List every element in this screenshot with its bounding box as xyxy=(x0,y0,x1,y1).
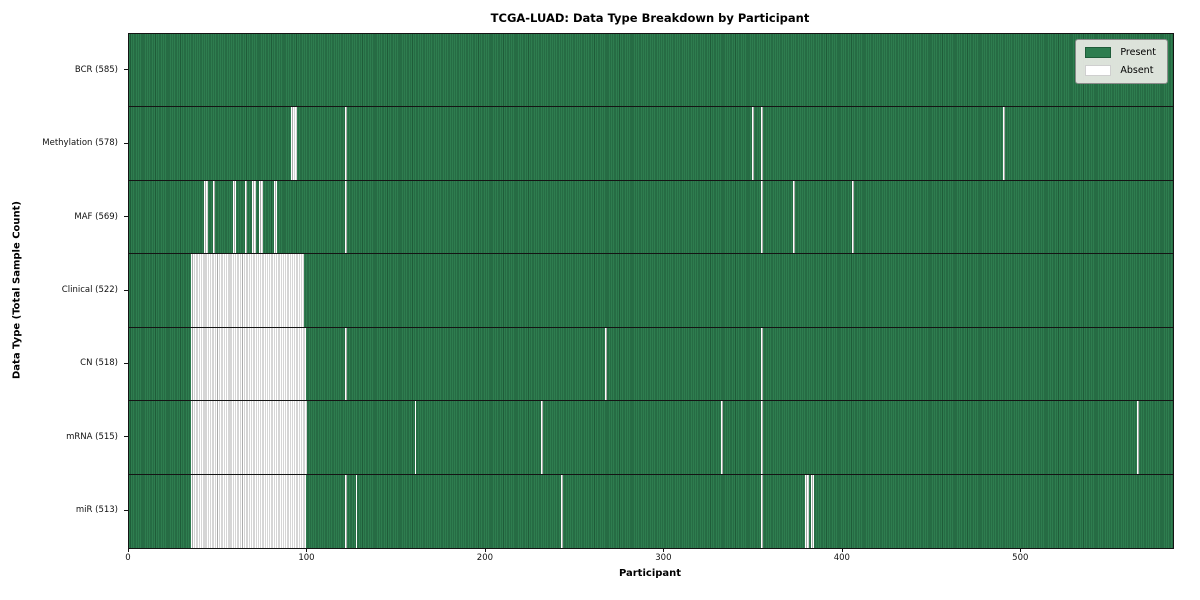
x-tick-label-200: 200 xyxy=(476,553,494,563)
x-tick-label-500: 500 xyxy=(1012,553,1029,563)
absent-stripe xyxy=(245,180,247,254)
absent-stripe xyxy=(810,474,815,548)
x-axis-label: Participant xyxy=(618,568,682,579)
heatmap-row-mRNA xyxy=(129,401,1173,475)
absent-stripe xyxy=(414,401,417,474)
y-tick-label-BCR: BCR (585) xyxy=(74,64,118,75)
absent-stripe xyxy=(1003,107,1006,180)
absent-stripe xyxy=(191,254,304,327)
absent-stripe xyxy=(760,327,763,401)
y-tick-mark xyxy=(124,289,128,291)
absent-stripe xyxy=(721,401,724,474)
x-tick-mark xyxy=(128,548,129,552)
y-tick-label-miR: miR (513) xyxy=(75,505,118,516)
x-tick-mark xyxy=(306,548,308,552)
absent-stripe xyxy=(232,180,237,254)
heatmap-row-MAF xyxy=(129,180,1173,255)
heatmap-row-BCR xyxy=(129,34,1173,108)
x-tick-label-0: 0 xyxy=(125,553,131,563)
legend: Present Absent xyxy=(1075,39,1168,84)
x-tick-mark xyxy=(663,548,665,552)
legend-swatch-icon xyxy=(1085,47,1112,58)
absent-stripe xyxy=(760,401,763,474)
absent-stripe xyxy=(792,180,795,254)
chart-title: TCGA-LUAD: Data Type Breakdown by Partic… xyxy=(490,11,810,25)
absent-stripe xyxy=(203,180,208,254)
y-tick-mark xyxy=(124,362,128,364)
legend-entry-absent: Absent xyxy=(1085,65,1156,76)
absent-stripe xyxy=(541,401,544,474)
absent-stripe xyxy=(191,474,306,548)
absent-stripe xyxy=(252,180,256,254)
heatmap-row-miR xyxy=(129,474,1173,548)
y-axis-tick-labels: BCR (585) Methylation (578) MAF (569) Clini… xyxy=(0,33,128,547)
absent-stripe xyxy=(344,107,347,180)
heatmap-row-Clinical xyxy=(129,254,1173,328)
absent-stripe xyxy=(212,180,215,254)
x-tick-label-100: 100 xyxy=(298,553,315,563)
absent-stripe xyxy=(1137,401,1140,474)
absent-stripe xyxy=(560,474,563,548)
absent-stripe xyxy=(344,474,347,548)
absent-stripe xyxy=(760,180,763,254)
legend-entry-present: Present xyxy=(1085,47,1156,58)
y-tick-label-MAF: MAF (569) xyxy=(74,211,118,222)
legend-label: Absent xyxy=(1120,65,1154,76)
absent-stripe xyxy=(851,180,854,254)
y-tick-mark xyxy=(124,69,128,71)
x-tick-mark xyxy=(484,548,486,552)
legend-swatch-icon xyxy=(1085,65,1112,76)
y-tick-label-mRNA: mRNA (515) xyxy=(66,431,118,442)
absent-stripe xyxy=(191,327,306,401)
heatmap-row-Methylation xyxy=(129,107,1173,181)
absent-stripe xyxy=(259,180,263,254)
absent-stripe xyxy=(273,180,278,254)
y-tick-mark xyxy=(124,142,128,144)
absent-stripe xyxy=(344,180,347,254)
absent-stripe xyxy=(760,107,763,180)
y-tick-label-CN: CN (518) xyxy=(80,358,118,369)
absent-stripe xyxy=(805,474,809,548)
absent-stripe xyxy=(751,107,754,180)
absent-stripe xyxy=(191,401,308,474)
absent-stripe xyxy=(605,327,608,401)
absent-stripe xyxy=(355,474,358,548)
x-tick-label-400: 400 xyxy=(833,553,850,563)
y-tick-label-Clinical: Clinical (522) xyxy=(61,285,118,295)
x-tick-label-300: 300 xyxy=(655,553,672,563)
y-tick-label-Methylation: Methylation (578) xyxy=(42,138,118,149)
absent-stripe xyxy=(344,327,347,401)
y-tick-mark xyxy=(124,436,128,438)
y-tick-mark xyxy=(124,509,128,511)
heatmap-row-CN xyxy=(129,327,1173,402)
y-tick-mark xyxy=(124,216,128,218)
x-tick-mark xyxy=(1020,548,1022,552)
x-axis-ticks: 0 100 200 300 400 500 xyxy=(125,548,1172,568)
plot-area: Present Absent xyxy=(128,33,1174,549)
absent-stripe xyxy=(291,107,297,180)
legend-label: Present xyxy=(1120,47,1156,58)
absent-stripe xyxy=(760,474,763,548)
x-tick-mark xyxy=(841,548,843,552)
